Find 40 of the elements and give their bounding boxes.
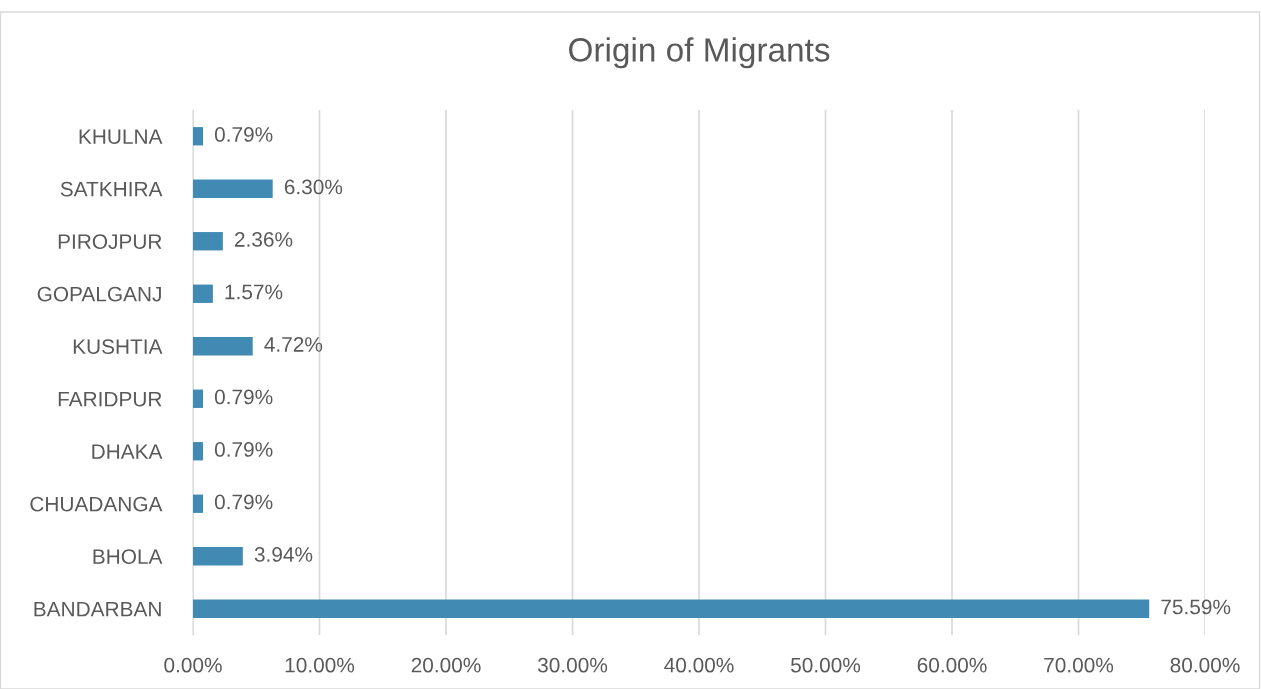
x-tick-label: 60.00% [917,657,987,673]
y-tick-label: CHUADANGA [30,496,163,512]
x-tick-label: 10.00% [285,657,355,673]
chart-title: Origin of Migrants [569,37,830,69]
x-tick-label: 80.00% [1170,657,1240,673]
data-label: 1.57% [225,284,283,300]
data-label: 75.59% [1161,599,1231,615]
data-label: 0.79% [214,494,273,510]
bar [193,284,213,303]
bar [193,337,253,356]
data-label: 6.30% [284,179,343,195]
x-tick-label: 40.00% [664,657,734,673]
bar [193,547,243,566]
bar [193,389,203,408]
data-label: 4.72% [264,337,323,352]
x-tick-label: 30.00% [537,657,608,673]
y-tick-label: GOPALGANJ [37,286,161,302]
data-label: 0.79% [214,442,273,457]
bar [193,599,1150,618]
y-tick-label: BANDARBAN [34,601,161,617]
x-tick-label: 70.00% [1044,657,1114,673]
bar [193,442,203,461]
y-tick-label: PIROJPUR [58,234,162,249]
x-tick-label: 0.00% [164,657,222,673]
y-tick-label: DHAKA [92,444,163,459]
bar [193,179,273,198]
x-tick-label: 20.00% [411,657,481,673]
data-label: 0.79% [214,127,273,142]
data-label: 0.79% [214,389,273,405]
data-label: 3.94% [254,547,313,562]
y-tick-label: SATKHIRA [60,181,163,197]
y-tick-label: KHULNA [79,129,163,144]
y-tick-label: KUSHTIA [73,339,163,354]
bar [193,127,203,146]
x-tick-label: 50.00% [791,657,861,673]
y-tick-label: BHOLA [93,549,163,564]
bar [193,494,203,513]
bar [193,232,223,251]
y-tick-label: FARIDPUR [58,391,162,407]
data-label: 2.36% [235,232,293,247]
